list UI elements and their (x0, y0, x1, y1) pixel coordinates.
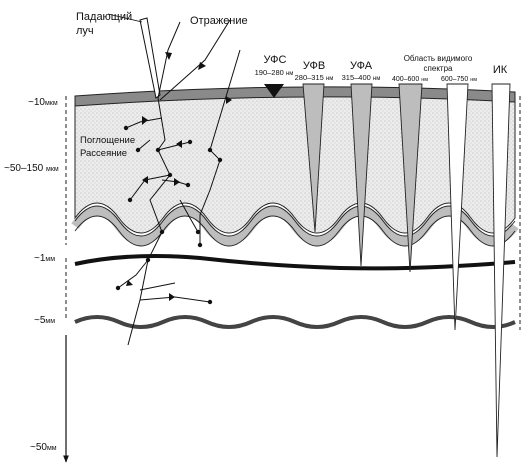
reflection-arrowhead-2 (198, 62, 206, 70)
band-label-uvb: УФВ (303, 60, 325, 72)
scatter-path-deep (117, 259, 211, 303)
band-label-uva: УФА (350, 60, 373, 72)
incident-beam (139, 17, 161, 99)
incident-label-pointer (107, 13, 143, 23)
reflection-ray-3 (209, 49, 241, 151)
depth-label-5mm: ~5мм (34, 315, 55, 326)
band-range-uvc: 190–280 нм (255, 68, 294, 77)
band-range-uvb: 280–315 нм (295, 73, 334, 82)
reflection-ray-2 (159, 19, 231, 101)
scattering-label: Рассеяние (80, 148, 127, 159)
incident-label-line1: Падающий (76, 11, 132, 23)
band-range-visible-short: 400–600 нм (392, 76, 428, 83)
visible-region-label-line1: Область видимого (404, 54, 473, 63)
basal-layer-wave-outline-top (74, 205, 516, 237)
uvb-wedge (302, 83, 325, 233)
uva-wedge (350, 83, 373, 267)
visible-short-wedge (398, 83, 423, 273)
basal-layer-wave (71, 206, 519, 246)
depth-label-1mm: ~1мм (34, 253, 55, 264)
depth-label-10um: ~10мкм (28, 97, 58, 108)
depth-label-50mm: ~50мм (30, 442, 57, 453)
reflection-arrowhead-3 (226, 96, 232, 104)
basal-layer-wave-outline-bottom (74, 215, 516, 247)
scatter-path-main (127, 97, 171, 346)
reflection-arrowhead-1 (165, 52, 172, 60)
scatter-arrowheads (126, 116, 182, 301)
incident-label-line2: луч (76, 25, 94, 37)
scatter-path-left (125, 117, 191, 201)
visible-long-wedge (446, 83, 469, 331)
absorption-label: Поглощение (80, 135, 135, 146)
reflection-ray-1 (157, 21, 181, 99)
band-range-uva: 315–400 нм (342, 73, 381, 82)
scatter-path-right (179, 149, 221, 245)
depth-label-50-150um: ~50–150 мкм (4, 163, 59, 174)
infrared-wedge (491, 83, 511, 458)
band-label-ir: ИК (493, 64, 508, 76)
reflection-label: Отражение (190, 15, 248, 27)
band-range-visible-long: 600–750 нм (441, 76, 477, 83)
scatter-nodes (115, 125, 223, 305)
visible-region-label-line2: спектра (424, 64, 453, 73)
subcutaneous-line (74, 315, 516, 329)
band-label-uvc: УФС (264, 54, 287, 66)
uvc-wedge (264, 84, 284, 98)
dermis-bottom-line (74, 254, 516, 271)
